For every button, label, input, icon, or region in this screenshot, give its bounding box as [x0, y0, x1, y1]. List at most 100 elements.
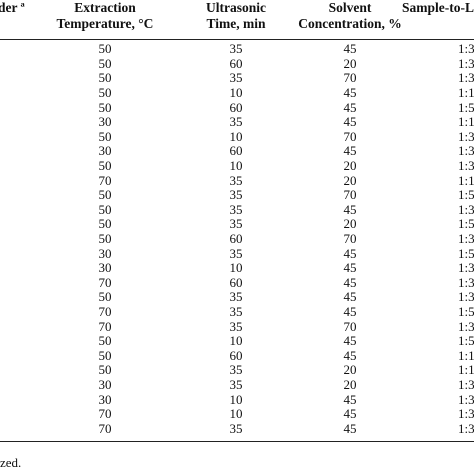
table-row: 50 60 45 1:5	[0, 99, 474, 116]
cell-temp: 50	[98, 289, 112, 305]
header-line-1: Ultrasonic	[206, 0, 266, 15]
header-line-1: Extraction	[74, 0, 136, 15]
cell-conc: 45	[343, 274, 357, 290]
header-solvent-concentration: Solvent Concentration, %	[285, 0, 415, 32]
cell-conc: 45	[343, 406, 357, 422]
cell-conc: 45	[343, 260, 357, 276]
cell-conc: 45	[343, 114, 357, 130]
cell-temp: 70	[98, 304, 112, 319]
cell-conc: 20	[343, 216, 357, 232]
cell-ratio: 1:3	[458, 143, 474, 159]
cell-ratio: 1:3	[458, 70, 474, 86]
cell-conc: 45	[343, 347, 357, 363]
cell-conc: 45	[343, 41, 357, 57]
table-row: 50 35 45 1:3	[0, 42, 474, 57]
table-row: 30 10 45 1:3	[0, 261, 474, 276]
cell-temp: 50	[98, 70, 112, 86]
table-row: 50 60 20 1:3	[0, 55, 474, 72]
cell-temp: 30	[98, 114, 112, 130]
cell-conc: 20	[343, 172, 357, 188]
cell-temp: 50	[98, 216, 112, 232]
cell-temp: 70	[98, 172, 112, 188]
header-line-1: der ª	[0, 0, 25, 15]
table-row: 70 35 70 1:3	[0, 318, 474, 335]
cell-time: 60	[229, 347, 243, 363]
cell-time: 35	[229, 187, 243, 203]
cell-ratio: 1:3	[458, 201, 474, 217]
cell-time: 60	[229, 274, 243, 290]
cell-ratio: 1:5	[458, 187, 474, 203]
table-row: 50 35 20 1:1	[0, 363, 474, 378]
cell-temp: 50	[98, 41, 112, 57]
table-row: 70 60 45 1:3	[0, 274, 474, 291]
cell-time: 35	[229, 172, 243, 188]
cell-conc: 45	[343, 420, 357, 436]
cell-ratio: 1:3	[458, 55, 474, 71]
cell-conc: 45	[343, 245, 357, 261]
cell-time: 35	[229, 304, 243, 319]
cell-time: 35	[229, 289, 243, 305]
cell-ratio: 1:3	[458, 260, 474, 276]
cell-temp: 50	[98, 231, 112, 246]
cell-time: 10	[229, 333, 243, 349]
cell-conc: 20	[343, 158, 357, 173]
table-row: 50 35 70 1:3	[0, 71, 474, 86]
cell-time: 60	[229, 231, 243, 246]
cell-ratio: 1:3	[458, 406, 474, 422]
header-line-1: Sample-to-Li	[402, 0, 474, 15]
cell-time: 10	[229, 85, 243, 100]
cell-time: 10	[229, 158, 243, 173]
header-sample-to-liquid: Sample-to-Li	[402, 0, 474, 16]
cell-time: 10	[229, 406, 243, 422]
cell-temp: 30	[98, 245, 112, 261]
cell-conc: 70	[343, 231, 357, 246]
cell-conc: 45	[343, 143, 357, 159]
table-row: 70 35 20 1:1	[0, 172, 474, 189]
cell-conc: 70	[343, 128, 357, 144]
table-row: 50 60 70 1:3	[0, 231, 474, 247]
cell-ratio: 1:3	[458, 274, 474, 290]
table-row: 50 10 45 1:5	[0, 334, 474, 349]
cell-ratio: 1:1	[458, 85, 474, 100]
cell-temp: 50	[98, 99, 112, 115]
header-line-1: Solvent	[328, 0, 372, 15]
cell-conc: 45	[343, 391, 357, 407]
cell-temp: 50	[98, 158, 112, 173]
cell-temp: 30	[98, 377, 112, 392]
cell-ratio: 1:3	[458, 289, 474, 305]
cell-ratio: 1:3	[458, 318, 474, 334]
table-row: 50 35 45 1:3	[0, 201, 474, 218]
header-line-2: Temperature, °C	[56, 16, 154, 31]
cell-conc: 20	[343, 362, 357, 378]
cell-temp: 50	[98, 362, 112, 378]
cell-temp: 70	[98, 420, 112, 436]
cell-ratio: 1:3	[458, 231, 474, 246]
header-rule	[0, 39, 474, 40]
cell-temp: 50	[98, 85, 112, 100]
cell-time: 35	[229, 41, 243, 57]
header-extraction-temperature: Extraction Temperature, °C	[45, 0, 165, 32]
cell-time: 35	[229, 114, 243, 130]
cell-temp: 50	[98, 55, 112, 71]
cell-ratio: 1:5	[458, 333, 474, 349]
cell-conc: 45	[343, 289, 357, 305]
cell-temp: 50	[98, 333, 112, 349]
cell-ratio: 1:5	[458, 304, 474, 319]
cell-temp: 30	[98, 143, 112, 159]
cell-time: 60	[229, 55, 243, 71]
cell-temp: 70	[98, 274, 112, 290]
table-row: 50 35 45 1:3	[0, 290, 474, 305]
cell-temp: 30	[98, 391, 112, 407]
table-row: 50 60 45 1:1	[0, 347, 474, 364]
cell-conc: 20	[343, 55, 357, 71]
cell-ratio: 1:1	[458, 347, 474, 363]
cell-ratio: 1:3	[458, 420, 474, 436]
cell-time: 35	[229, 201, 243, 217]
cell-temp: 50	[98, 187, 112, 203]
cell-ratio: 1:3	[458, 158, 474, 173]
cell-time: 60	[229, 99, 243, 115]
table-row: 50 10 20 1:3	[0, 158, 474, 174]
cell-ratio: 1:3	[458, 391, 474, 407]
cell-ratio: 1:3	[458, 41, 474, 57]
